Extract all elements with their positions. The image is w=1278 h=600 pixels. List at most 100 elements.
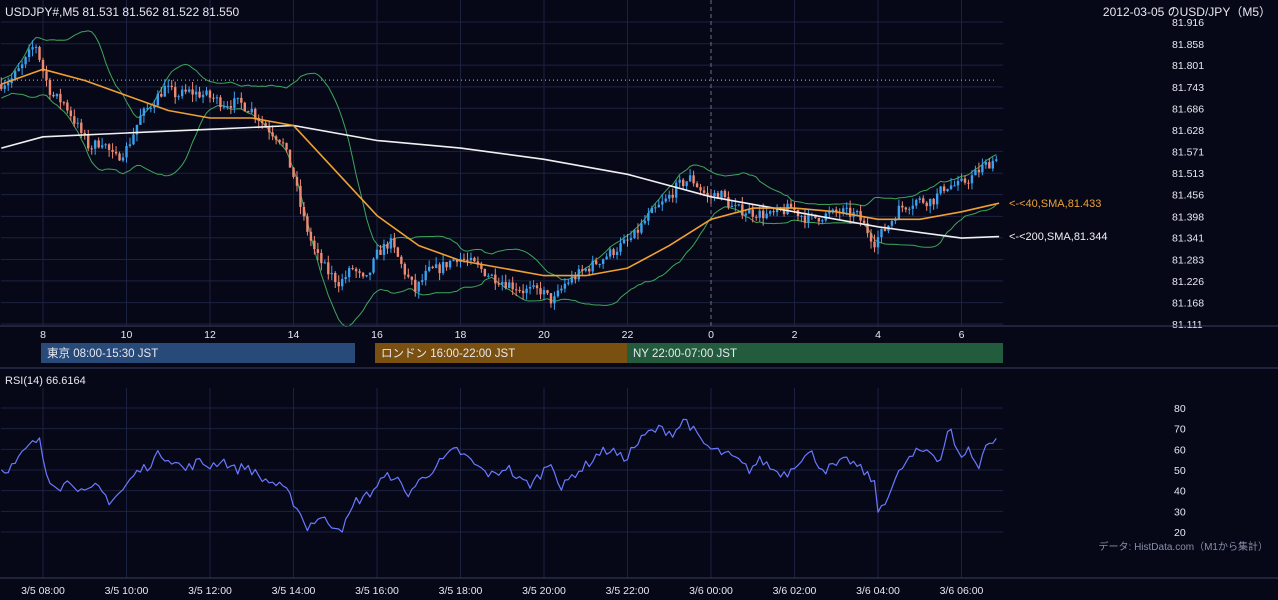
price-plot xyxy=(0,30,1000,327)
candle-down xyxy=(267,127,271,133)
candle-up xyxy=(3,85,6,89)
candle-up xyxy=(344,277,347,280)
candle-up xyxy=(163,85,166,97)
candle-down xyxy=(925,202,928,207)
candle-up xyxy=(730,205,734,208)
candle-down xyxy=(751,209,754,217)
candle-up xyxy=(487,275,490,277)
price-tick-label: 81.513 xyxy=(1172,168,1204,180)
rsi-tick-label: 20 xyxy=(1174,527,1186,539)
price-tick-label: 81.283 xyxy=(1172,254,1204,266)
candle-down xyxy=(594,260,598,265)
candle-down xyxy=(316,249,320,253)
candle-up xyxy=(452,259,455,261)
hour-tick-label: 14 xyxy=(288,329,300,341)
candle-up xyxy=(525,288,528,294)
symbol-info: USDJPY#,M5 81.531 81.562 81.522 81.550 xyxy=(5,5,239,19)
candle-down xyxy=(480,264,483,270)
candle-up xyxy=(567,282,570,284)
candle-down xyxy=(901,205,904,208)
candle-up xyxy=(807,214,810,223)
candle-up xyxy=(139,115,142,125)
candle-down xyxy=(521,290,525,294)
candle-up xyxy=(55,93,59,97)
candle-up xyxy=(654,207,657,209)
candle-up xyxy=(427,266,431,271)
candle-down xyxy=(932,198,935,205)
candle-up xyxy=(153,105,156,108)
candle-up xyxy=(13,71,17,79)
datetime-tick-label: 3/5 18:00 xyxy=(439,585,483,597)
session-block xyxy=(41,343,355,363)
candle-up xyxy=(93,140,97,149)
datetime-tick-label: 3/5 08:00 xyxy=(21,585,65,597)
candle-down xyxy=(761,210,765,219)
datetime-tick-label: 3/5 20:00 xyxy=(522,585,566,597)
sma40-line xyxy=(1,68,1000,277)
candle-up xyxy=(424,270,427,281)
rsi-tick-label: 40 xyxy=(1174,486,1186,498)
candle-down xyxy=(407,274,410,277)
candle-up xyxy=(31,47,34,50)
candle-down xyxy=(198,91,201,98)
candle-down xyxy=(260,120,264,124)
candle-up xyxy=(619,243,622,252)
candle-down xyxy=(83,132,86,135)
candle-up xyxy=(713,193,716,197)
session-label: 東京 08:00-15:30 JST xyxy=(47,346,158,360)
price-tick-label: 81.456 xyxy=(1172,190,1204,202)
candle-up xyxy=(104,144,107,146)
candle-up xyxy=(556,290,560,297)
candle-up xyxy=(177,96,180,98)
candle-down xyxy=(0,84,3,89)
rsi-label: RSI(14) 66.6164 xyxy=(5,375,86,387)
candle-up xyxy=(647,213,650,221)
candle-down xyxy=(174,87,177,98)
candle-down xyxy=(243,102,246,112)
candle-up xyxy=(981,164,984,173)
candle-up xyxy=(737,204,741,206)
candle-up xyxy=(528,287,532,289)
candle-down xyxy=(114,151,118,154)
candle-up xyxy=(125,145,128,158)
rsi-tick-label: 70 xyxy=(1174,424,1186,436)
candle-up xyxy=(100,145,104,148)
price-grid xyxy=(1,0,1003,326)
candle-up xyxy=(128,144,132,146)
candle-up xyxy=(591,260,594,272)
candle-down xyxy=(264,123,267,128)
candle-up xyxy=(768,211,772,214)
candle-up xyxy=(167,85,170,87)
hour-tick-label: 20 xyxy=(538,329,550,341)
datetime-tick-label: 3/6 06:00 xyxy=(940,585,984,597)
candle-down xyxy=(87,134,90,149)
candle-up xyxy=(421,280,424,282)
candle-up xyxy=(142,108,146,116)
rsi-line xyxy=(0,418,997,533)
candle-up xyxy=(897,205,901,220)
candle-up xyxy=(685,181,688,187)
candle-down xyxy=(41,59,45,72)
candle-down xyxy=(636,229,640,233)
candle-up xyxy=(678,179,681,183)
candle-up xyxy=(201,94,205,98)
candle-down xyxy=(455,259,459,262)
price-axis: 81.916 81.858 81.801 81.743 81.686 81.628 81.5… xyxy=(1172,17,1204,331)
candle-down xyxy=(817,217,821,222)
candle-up xyxy=(250,108,253,113)
candle-down xyxy=(292,167,295,177)
candle-up xyxy=(132,134,135,145)
candle-down xyxy=(511,282,514,290)
candle-down xyxy=(107,144,111,150)
rsi-tick-label: 30 xyxy=(1174,506,1186,518)
candle-down xyxy=(160,93,163,97)
price-tick-label: 81.743 xyxy=(1172,82,1204,94)
candle-down xyxy=(73,116,76,124)
price-tick-label: 81.226 xyxy=(1172,276,1204,288)
candle-up xyxy=(734,205,737,207)
candle-down xyxy=(497,283,500,285)
hour-tick-label: 10 xyxy=(121,329,133,341)
candle-up xyxy=(7,83,10,86)
price-tick-label: 81.111 xyxy=(1172,319,1203,331)
datetime-tick-label: 3/5 22:00 xyxy=(606,585,650,597)
